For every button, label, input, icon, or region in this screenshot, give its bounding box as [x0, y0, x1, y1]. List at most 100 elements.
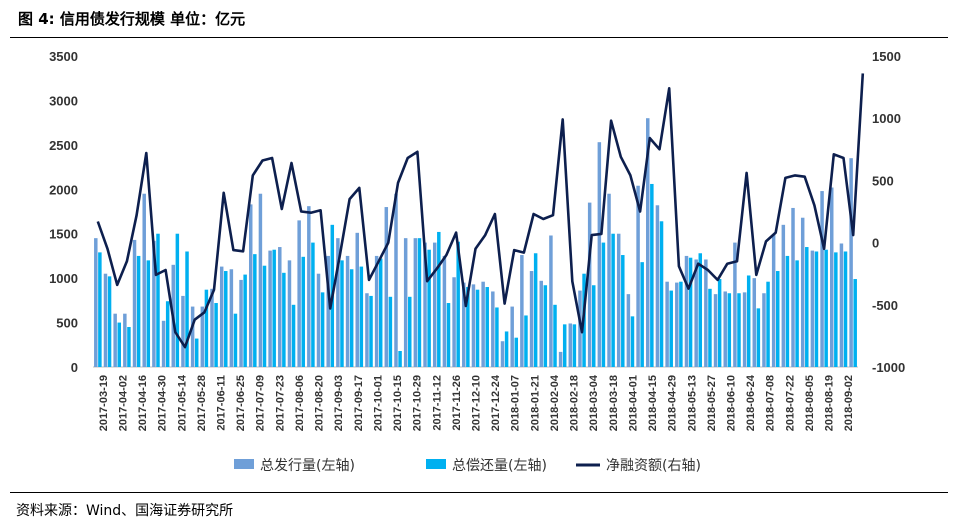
- repayment-bar: [727, 293, 732, 367]
- issuance-bar: [587, 202, 592, 367]
- x-tick-label: 2018-08-19: [824, 375, 836, 431]
- repayment-bar: [814, 251, 819, 367]
- legend-label: 净融资额(右轴): [606, 458, 701, 474]
- repayment-bar: [601, 242, 606, 367]
- repayment-bar: [746, 275, 751, 367]
- repayment-bar: [504, 331, 509, 367]
- left-axis: 0 500 1000 1500 2000 2500 3000 3500: [49, 49, 78, 375]
- repayment-bar: [514, 337, 519, 367]
- issuance-bar: [123, 313, 127, 367]
- issuance-bar: [142, 193, 146, 367]
- repayment-bar: [282, 272, 286, 367]
- x-tick-label: 2017-09-03: [333, 375, 345, 431]
- top-rule: [10, 37, 948, 38]
- issuance-bar: [626, 294, 631, 367]
- repayment-bar: [824, 249, 828, 367]
- repayment-bar: [408, 296, 412, 367]
- x-tick-label: 2018-01-21: [529, 375, 541, 431]
- left-tick-label: 2500: [49, 138, 78, 153]
- issuance-bar: [558, 351, 563, 367]
- repayment-bar: [785, 255, 790, 367]
- issuance-bar: [268, 250, 272, 367]
- repayment-bar: [214, 303, 218, 367]
- issuance-bar: [355, 232, 359, 367]
- repayment-bar: [756, 308, 761, 367]
- repayment-bar: [320, 292, 325, 367]
- x-tick-label: 2018-02-18: [569, 375, 581, 431]
- left-tick-label: 500: [56, 316, 78, 331]
- issuance-bar: [210, 288, 214, 367]
- issuance-bar: [839, 243, 844, 367]
- repayment-bar: [301, 256, 305, 367]
- x-tick-label: 2017-04-30: [157, 375, 169, 431]
- repayment-bar: [533, 253, 538, 367]
- left-tick-label: 3000: [49, 93, 78, 108]
- issuance-bar: [781, 224, 786, 367]
- repayment-bar: [553, 304, 557, 367]
- issuance-bar: [307, 206, 311, 367]
- repayment-bar: [98, 252, 102, 367]
- repayment-bar: [834, 252, 838, 367]
- repayment-bar: [456, 241, 460, 367]
- repayment-bar: [659, 221, 664, 367]
- line-series: [96, 73, 865, 349]
- issuance-bar: [181, 295, 185, 367]
- issuance-bar: [500, 341, 505, 367]
- issuance-bar: [442, 255, 447, 367]
- x-tick-label: 2018-05-27: [706, 375, 718, 431]
- repayment-bar: [630, 316, 635, 367]
- repayment-bar: [194, 338, 199, 367]
- repayment-bar: [107, 276, 112, 367]
- issuance-bar: [539, 280, 543, 367]
- right-tick-label: 1500: [872, 49, 901, 64]
- x-tick-label: 2017-08-06: [294, 375, 306, 431]
- x-tick-label: 2017-03-19: [98, 375, 110, 431]
- repayment-bar: [572, 324, 577, 367]
- issuance-bar: [510, 306, 514, 367]
- repayment-bar: [775, 271, 780, 367]
- repayment-bar: [127, 327, 131, 367]
- legend-label: 总发行量(左轴): [260, 458, 355, 474]
- right-tick-label: -1000: [872, 360, 905, 375]
- repayment-bar: [165, 301, 170, 367]
- bar-series: [94, 118, 857, 367]
- x-tick-label: 2018-07-08: [765, 375, 777, 431]
- right-tick-label: 0: [872, 236, 879, 251]
- issuance-bar: [316, 273, 321, 367]
- issuance-bar: [219, 266, 224, 367]
- left-tick-label: 1500: [49, 227, 78, 242]
- issuance-bar: [723, 291, 727, 367]
- legend-item: 总偿还量(左轴): [426, 458, 547, 474]
- repayment-bar: [146, 260, 151, 367]
- issuance-bar: [278, 247, 282, 367]
- repayment-bar: [466, 287, 470, 367]
- left-tick-label: 3500: [49, 49, 78, 64]
- issuance-bar: [326, 255, 330, 367]
- x-tick-label: 2017-05-28: [196, 375, 208, 431]
- x-tick-label: 2018-08-05: [804, 375, 816, 431]
- issuance-bar: [713, 294, 718, 367]
- issuance-bar: [762, 293, 766, 367]
- repayment-bar: [446, 303, 451, 367]
- left-tick-label: 2000: [49, 182, 78, 197]
- issuance-bar: [200, 306, 205, 367]
- repayment-bar: [378, 258, 383, 367]
- x-tick-label: 2017-11-12: [431, 375, 443, 431]
- issuance-bar: [733, 242, 737, 367]
- x-tick-label: 2018-02-04: [549, 374, 561, 431]
- repayment-bar: [621, 255, 625, 367]
- issuance-bar: [345, 255, 350, 367]
- repayment-bar: [611, 233, 615, 367]
- x-tick-label: 2017-04-02: [117, 375, 129, 431]
- issuance-bar: [820, 191, 824, 367]
- x-tick-label: 2017-07-09: [255, 375, 267, 431]
- legend-swatch: [234, 459, 254, 469]
- x-tick-label: 2017-10-15: [392, 375, 404, 431]
- repayment-bar: [795, 260, 799, 367]
- repayment-bar: [204, 289, 209, 367]
- repayment-bar: [388, 296, 393, 367]
- issuance-bar: [675, 282, 679, 367]
- issuance-bar: [394, 193, 398, 367]
- issuance-bar: [423, 242, 427, 367]
- issuance-bar: [403, 238, 408, 367]
